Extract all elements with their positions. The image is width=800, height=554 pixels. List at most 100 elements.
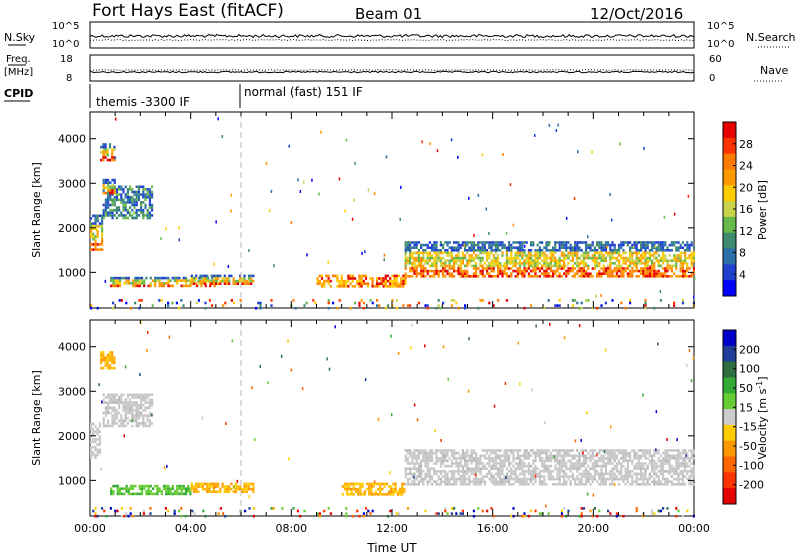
echo-cell — [397, 285, 401, 288]
echo-cell — [563, 267, 566, 270]
echo-cell — [497, 272, 500, 275]
echo-cell — [686, 454, 689, 457]
echo-cell — [453, 246, 456, 249]
echo-cell — [189, 490, 192, 493]
echo-cell — [92, 427, 95, 431]
echo-cell — [184, 276, 188, 280]
echo-cell — [426, 470, 429, 473]
echo-cell — [387, 514, 390, 518]
echo-cell — [457, 306, 460, 310]
echo-cell — [96, 443, 99, 446]
echo-cell — [404, 256, 407, 260]
echo-cell — [96, 438, 99, 441]
echo-cell — [206, 482, 209, 486]
echo-cell — [420, 470, 423, 473]
echo-cell — [270, 299, 273, 302]
echo-cell — [109, 189, 112, 192]
echo-cell — [415, 269, 418, 273]
echo-cell — [609, 462, 612, 465]
echo-cell — [629, 272, 632, 275]
echo-cell — [593, 246, 596, 249]
echo-cell — [532, 269, 535, 273]
echo-cell — [607, 254, 610, 257]
echo-cell — [111, 416, 114, 420]
echo-cell — [565, 472, 568, 476]
echo-cell — [464, 464, 467, 468]
echo-cell — [558, 262, 561, 265]
echo-cell — [96, 219, 99, 223]
echo-cell — [602, 259, 605, 262]
echo-cell — [677, 462, 680, 465]
echo-cell — [426, 454, 429, 457]
echo-cell — [413, 267, 416, 270]
echo-cell — [499, 475, 502, 478]
echo-cell — [690, 251, 693, 255]
echo-cell — [435, 256, 438, 260]
echo-speck — [440, 439, 442, 442]
echo-cell — [209, 284, 212, 288]
echo-cell — [624, 454, 627, 457]
echo-cell — [657, 451, 660, 455]
echo-cell — [230, 482, 233, 486]
echo-cell — [457, 467, 460, 470]
echo-cell — [362, 514, 365, 518]
echo-cell — [481, 243, 484, 247]
echo-cell — [464, 475, 467, 478]
echo-cell — [558, 275, 561, 278]
echo-cell — [406, 451, 409, 455]
echo-cell — [437, 249, 440, 252]
echo-cell — [92, 232, 95, 236]
echo-cell — [549, 457, 552, 460]
echo-cell — [637, 459, 640, 463]
echo-cell — [477, 477, 480, 481]
echo-cell — [182, 304, 185, 307]
echo-cell — [420, 251, 423, 255]
echo-cell — [146, 214, 149, 217]
echo-cell — [688, 256, 691, 260]
echo-cell — [395, 274, 398, 278]
echo-cell — [96, 453, 99, 457]
echo-cell — [481, 299, 484, 302]
echo-cell — [437, 272, 440, 275]
echo-cell — [113, 419, 116, 423]
echo-cell — [613, 467, 616, 470]
echo-cell — [591, 454, 594, 457]
echo-speck — [124, 365, 127, 369]
echo-cell — [644, 451, 647, 455]
echo-cell — [631, 477, 634, 481]
echo-cell — [201, 485, 204, 488]
echo-cell — [472, 459, 475, 463]
echo-cell — [113, 414, 116, 417]
echo-cell — [596, 459, 599, 463]
echo-cell — [404, 259, 407, 262]
echo-cell — [692, 451, 695, 455]
echo-cell — [547, 241, 550, 244]
echo-cell — [560, 246, 563, 249]
echo-cell — [481, 275, 484, 278]
echo-cell — [158, 282, 161, 285]
echo-cell — [543, 483, 546, 486]
echo-cell — [653, 246, 656, 249]
echo-cell — [98, 435, 101, 439]
echo-cell — [370, 482, 373, 486]
echo-cell — [508, 275, 511, 278]
echo-cell — [402, 304, 405, 307]
echo-cell — [404, 467, 407, 470]
echo-cell — [206, 279, 209, 283]
echo-cell — [666, 249, 669, 252]
y-tick-label: 4000 — [58, 133, 86, 146]
echo-cell — [560, 251, 563, 255]
echo-cell — [409, 304, 412, 307]
echo-cell — [543, 470, 546, 473]
echo-cell — [143, 282, 146, 285]
echo-cell — [571, 467, 574, 470]
echo-cell — [171, 301, 174, 305]
echo-cell — [154, 484, 157, 488]
echo-cell — [104, 359, 107, 362]
echo-cell — [679, 462, 682, 465]
echo-cell — [686, 241, 689, 244]
echo-speck — [473, 233, 475, 237]
echo-cell — [637, 269, 640, 273]
echo-cell — [113, 366, 116, 370]
